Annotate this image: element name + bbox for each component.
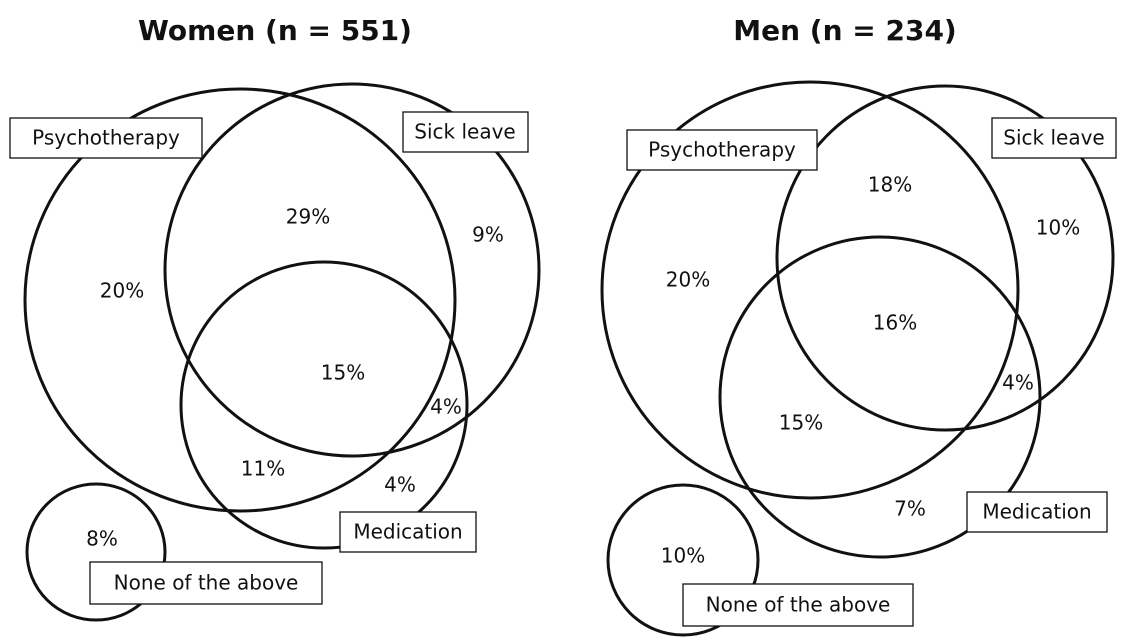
set-label: Psychotherapy [32, 126, 180, 150]
set-label: Sick leave [414, 120, 515, 144]
region-label: 9% [472, 223, 504, 247]
region-label: 20% [100, 279, 144, 303]
region-label: 20% [666, 268, 710, 292]
region-label: 4% [430, 395, 462, 419]
set-label-box [626, 129, 818, 171]
region-label: 10% [661, 544, 705, 568]
women-panel: Women (n = 551) Psychotherapy Sick leave… [9, 14, 541, 622]
sick-leave-circle [163, 82, 541, 458]
set-label-box [991, 117, 1117, 159]
set-label: None of the above [706, 593, 891, 617]
region-label: 7% [894, 497, 926, 521]
region-label: 4% [384, 473, 416, 497]
set-label: Medication [982, 500, 1091, 524]
panel-title: Women (n = 551) [138, 14, 412, 47]
region-label: 4% [1002, 371, 1034, 395]
region-label: 8% [86, 527, 118, 551]
region-label: 11% [241, 457, 285, 481]
set-label: Medication [353, 520, 462, 544]
set-label-box [9, 117, 203, 159]
set-label: None of the above [114, 571, 299, 595]
region-label: 15% [779, 411, 823, 435]
psychotherapy-circle [23, 87, 457, 513]
set-label-box [682, 583, 914, 627]
none-circle [25, 482, 167, 622]
set-label-box [402, 111, 529, 153]
set-label-box [89, 561, 323, 605]
set-label: Sick leave [1003, 126, 1104, 150]
none-circle [606, 483, 760, 637]
set-label-box [966, 491, 1108, 533]
region-label: 15% [321, 361, 365, 385]
region-label: 16% [873, 311, 917, 335]
sick-leave-circle [775, 84, 1115, 432]
region-label: 29% [286, 205, 330, 229]
set-label: Psychotherapy [648, 138, 796, 162]
region-label: 10% [1036, 216, 1080, 240]
set-label-box [339, 511, 477, 553]
region-label: 18% [868, 173, 912, 197]
medication-circle [179, 260, 469, 550]
men-panel: Men (n = 234) Psychotherapy Sick leave M… [600, 14, 1117, 637]
medication-circle [718, 235, 1042, 559]
panel-title: Men (n = 234) [733, 14, 956, 47]
psychotherapy-circle [600, 80, 1020, 500]
